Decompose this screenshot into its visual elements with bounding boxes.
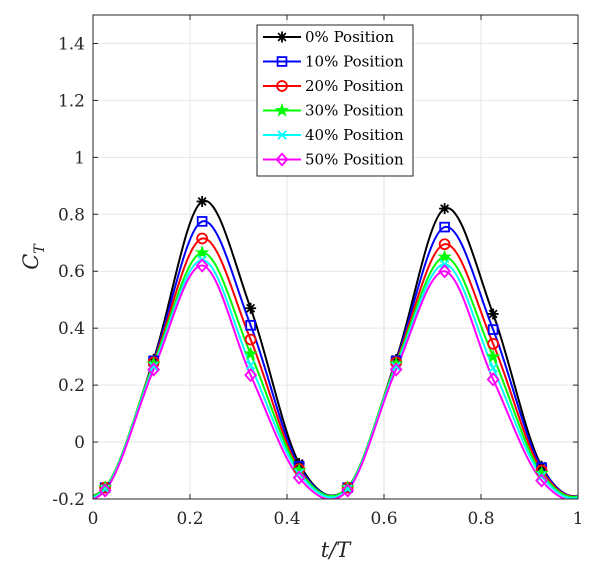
y-tick-label: 1.4: [58, 34, 85, 54]
marker-stroke: [342, 484, 353, 494]
y-tick-label: 0.2: [58, 376, 85, 396]
data-point-series-5: [292, 470, 306, 485]
data-point-series-1: [245, 320, 256, 331]
x-tick-label: 0.2: [176, 509, 203, 529]
series-line-5: [93, 264, 578, 499]
y-tick-label: 1: [74, 148, 85, 168]
data-point-series-3: [194, 245, 210, 259]
data-point-series-0: [439, 203, 451, 215]
y-tick-label: 0.4: [58, 319, 85, 339]
data-point-series-3: [485, 349, 501, 363]
legend-entry: 10% Position: [263, 53, 404, 71]
y-tick-label: 1.2: [58, 91, 85, 111]
x-tick-label: 0.4: [273, 509, 300, 529]
data-point-series-2: [196, 232, 208, 245]
data-point-series-4: [391, 361, 401, 372]
data-point-series-3: [437, 249, 452, 264]
data-point-series-5: [244, 368, 258, 383]
x-axis-label: t/T: [321, 538, 353, 562]
legend-marker: [276, 56, 288, 67]
data-point-series-5: [486, 372, 500, 387]
data-point-series-5: [535, 473, 549, 488]
data-point-series-5: [389, 362, 403, 377]
legend-entry: 30% Position: [263, 102, 404, 120]
data-point-series-3: [243, 346, 258, 360]
data-point-series-5: [147, 362, 161, 377]
legend-label: 50% Position: [305, 151, 404, 169]
data-point-series-4: [148, 361, 159, 372]
data-point-series-5: [341, 483, 355, 498]
data-point-series-4: [100, 484, 110, 494]
data-point-series-2: [438, 238, 451, 251]
data-point-series-2: [244, 333, 257, 346]
x-tick-label: 0.8: [467, 509, 494, 529]
legend-entry: 50% Position: [263, 151, 404, 169]
x-tick-label: 0: [88, 509, 99, 529]
data-point-series-4: [245, 360, 256, 370]
legend-entry: 20% Position: [263, 77, 404, 95]
marker-stroke: [277, 32, 287, 42]
legend-label: 10% Position: [305, 53, 404, 71]
marker-stroke: [439, 259, 450, 269]
ticks: [92, 15, 579, 500]
y-tick-label: 0.6: [58, 262, 85, 282]
y-axis-label: CT: [19, 243, 48, 270]
legend-label: 0% Position: [305, 28, 394, 46]
marker-stroke: [391, 361, 401, 372]
data-point-series-4: [488, 363, 498, 373]
legend-label: 40% Position: [305, 126, 404, 144]
marker-stroke: [100, 484, 110, 494]
y-tick-label: 0: [74, 433, 85, 453]
marker-stroke: [277, 130, 287, 140]
data-point-series-5: [438, 264, 452, 279]
plot-frame: [92, 14, 579, 500]
marker-stroke: [245, 360, 256, 370]
legend-label: 30% Position: [305, 102, 404, 120]
marker-stroke: [488, 363, 498, 373]
data-point-series-5: [98, 483, 112, 498]
legend-entry: 0% Position: [263, 28, 394, 46]
x-tick-label: 0.6: [370, 509, 397, 529]
data-point-series-1: [487, 324, 499, 335]
data-point-series-0: [487, 308, 499, 320]
legend-label: 20% Position: [305, 77, 404, 95]
marker-stroke: [148, 361, 159, 372]
legend: 0% Position 10% Position 20% Position 30% P…: [256, 24, 414, 177]
data-point-series-1: [196, 216, 208, 227]
tick-labels: 0 0.2 0.4 0.6 0.8 1-0.200.20.40.60.811.21.4: [52, 34, 583, 529]
marker-stroke: [246, 303, 256, 313]
data-point-series-4: [342, 484, 353, 494]
legend-entry: 40% Position: [263, 126, 404, 144]
data-point-series-0: [196, 195, 208, 207]
marker-stroke: [488, 309, 498, 319]
legend-marker: [275, 152, 289, 167]
data-point-series-1: [439, 221, 450, 233]
x-tick-label: 1: [573, 509, 584, 529]
legend-marker: [277, 130, 287, 140]
y-tick-label: 0.8: [58, 205, 85, 225]
legend-marker: [276, 31, 288, 43]
marker-stroke: [197, 196, 207, 206]
legend-marker: [274, 102, 290, 117]
legend-marker: [276, 80, 288, 92]
legend-box: [256, 24, 414, 177]
data-point-series-0: [245, 302, 257, 314]
data-point-series-5: [195, 258, 209, 273]
marker-stroke: [440, 204, 450, 214]
series-markers: [97, 195, 549, 498]
data-point-series-2: [487, 337, 499, 350]
data-point-series-4: [439, 259, 450, 269]
y-tick-label: -0.2: [52, 490, 85, 510]
